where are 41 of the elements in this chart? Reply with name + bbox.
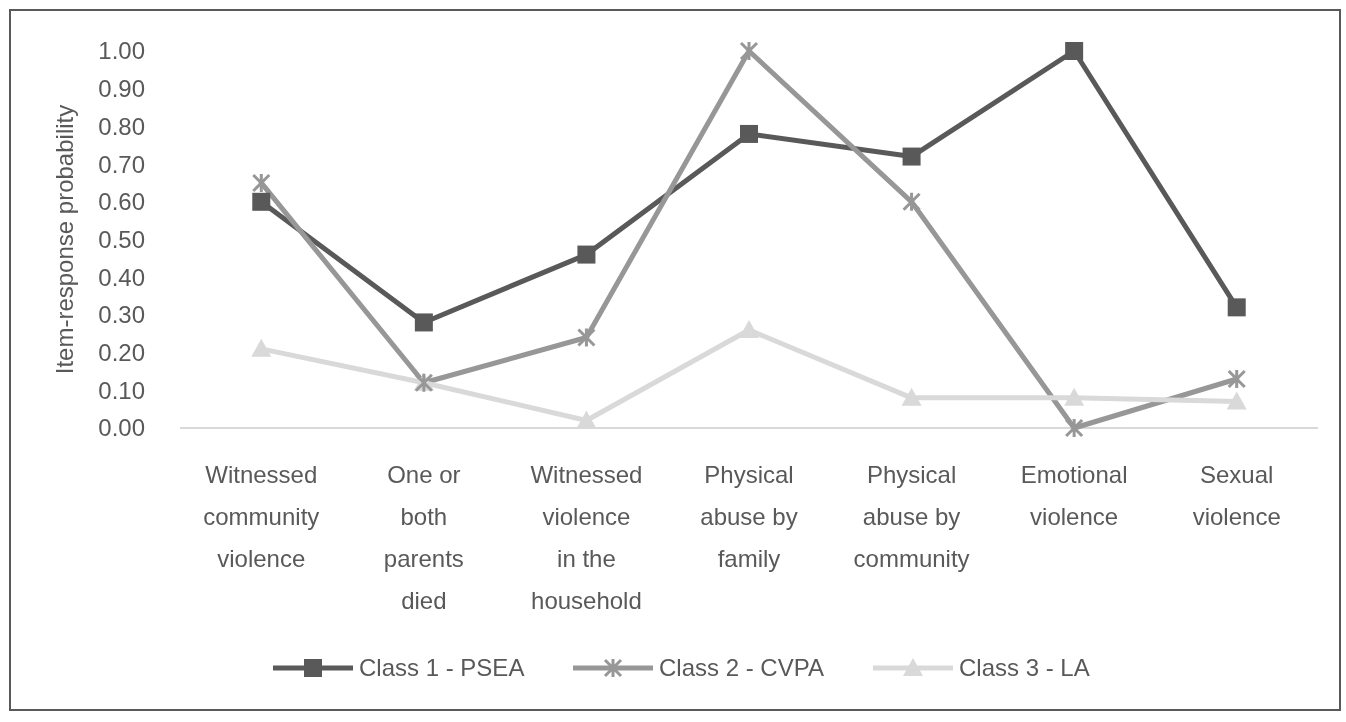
point (251, 338, 272, 357)
point (1065, 42, 1084, 60)
point (740, 124, 758, 143)
y-tick-label: 0.70 (98, 150, 145, 178)
point (739, 40, 759, 62)
x-tick-label: Witnessed violence in the household (530, 461, 643, 614)
x-tick-label: Physical abuse by family (700, 461, 798, 572)
x-tick-label: Emotional violence (1020, 461, 1128, 530)
point (1227, 368, 1247, 390)
point (1226, 391, 1247, 410)
legend-label: Class 2 - CVPA (659, 654, 824, 682)
point (901, 387, 922, 406)
y-tick-label: 0.20 (98, 339, 145, 366)
point (252, 192, 271, 211)
y-tick-label: 0.40 (98, 263, 145, 291)
point (1064, 417, 1084, 439)
y-tick-label: 0.80 (98, 112, 145, 140)
point (576, 327, 596, 349)
point (576, 410, 597, 429)
x-tick-label: Physical abuse by community (853, 461, 970, 572)
y-tick-label: 0.00 (98, 414, 145, 442)
point (577, 245, 596, 264)
y-tick-label: 0.50 (98, 225, 145, 253)
point (739, 319, 759, 338)
y-tick-label: 0.10 (98, 376, 145, 404)
y-tick-label: 0.30 (98, 301, 145, 329)
point (414, 313, 433, 332)
x-tick-label: One or both parents died (383, 461, 464, 614)
point (902, 191, 922, 213)
point (1064, 387, 1085, 406)
y-tick-label: 0.60 (98, 188, 145, 216)
x-tick-label: Sexual violence (1192, 461, 1281, 530)
y-tick-label: 0.90 (98, 75, 145, 103)
point (1227, 298, 1246, 317)
x-tick-label: Witnessed community violence (203, 461, 320, 572)
legend-label: Class 1 - PSEA (359, 654, 525, 682)
point (902, 147, 921, 166)
y-axis-title: Item-response probability (51, 104, 78, 375)
y-tick-label: 1.00 (98, 37, 145, 65)
point (251, 172, 271, 194)
legend-label: Class 3 - LA (959, 654, 1090, 682)
